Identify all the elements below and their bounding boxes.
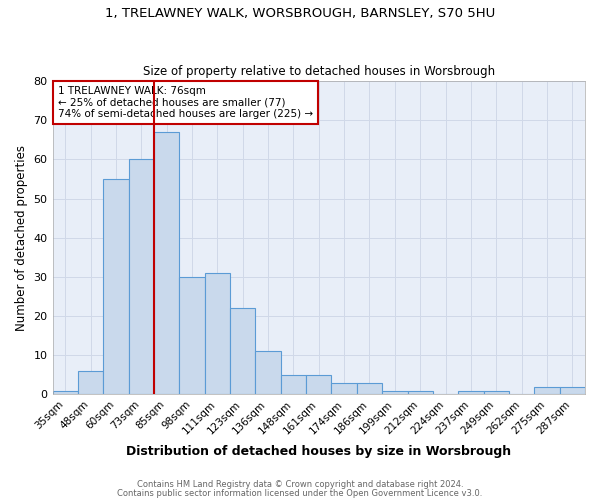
Bar — [53, 390, 78, 394]
X-axis label: Distribution of detached houses by size in Worsbrough: Distribution of detached houses by size … — [126, 444, 511, 458]
Text: Contains public sector information licensed under the Open Government Licence v3: Contains public sector information licen… — [118, 488, 482, 498]
Bar — [205, 273, 230, 394]
Bar — [484, 390, 509, 394]
Text: Contains HM Land Registry data © Crown copyright and database right 2024.: Contains HM Land Registry data © Crown c… — [137, 480, 463, 489]
Title: Size of property relative to detached houses in Worsbrough: Size of property relative to detached ho… — [143, 66, 495, 78]
Bar — [256, 352, 281, 395]
Bar — [407, 390, 433, 394]
Bar — [357, 382, 382, 394]
Bar — [458, 390, 484, 394]
Y-axis label: Number of detached properties: Number of detached properties — [15, 145, 28, 331]
Bar — [78, 371, 103, 394]
Bar — [382, 390, 407, 394]
Bar — [534, 386, 560, 394]
Bar — [331, 382, 357, 394]
Bar — [103, 179, 128, 394]
Text: 1 TRELAWNEY WALK: 76sqm
← 25% of detached houses are smaller (77)
74% of semi-de: 1 TRELAWNEY WALK: 76sqm ← 25% of detache… — [58, 86, 313, 119]
Bar — [230, 308, 256, 394]
Bar — [306, 375, 331, 394]
Bar — [281, 375, 306, 394]
Bar — [128, 160, 154, 394]
Text: 1, TRELAWNEY WALK, WORSBROUGH, BARNSLEY, S70 5HU: 1, TRELAWNEY WALK, WORSBROUGH, BARNSLEY,… — [105, 8, 495, 20]
Bar — [179, 277, 205, 394]
Bar — [560, 386, 585, 394]
Bar — [154, 132, 179, 394]
